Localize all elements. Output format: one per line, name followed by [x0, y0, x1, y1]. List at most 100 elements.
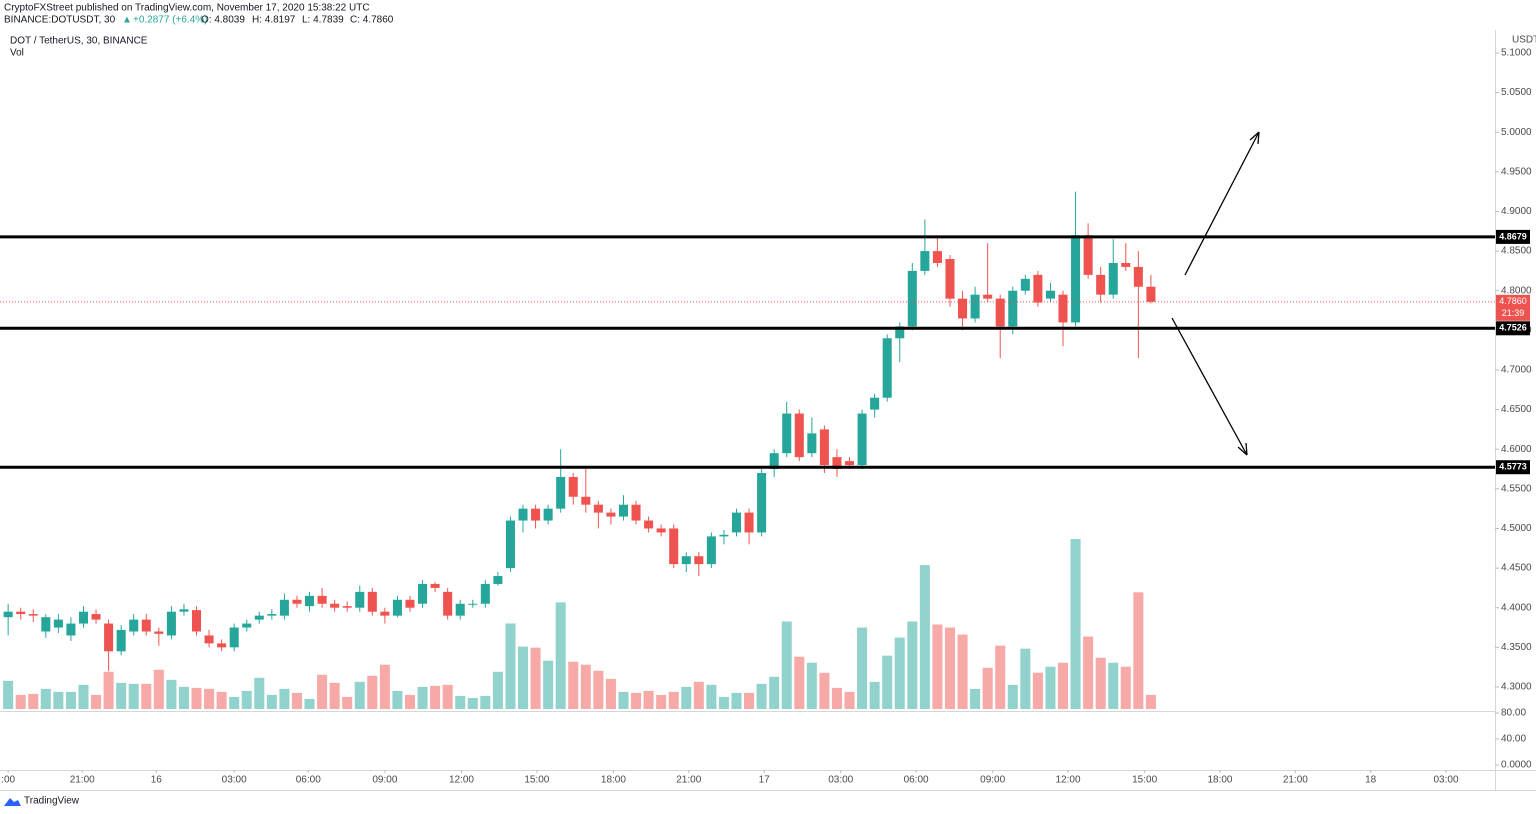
candle-body [1008, 290, 1018, 327]
candle-body [330, 603, 340, 608]
volume-bar [254, 677, 265, 709]
symbol: BINANCE:DOTUSDT, 30 [4, 15, 116, 26]
y-tick-label: 4.5000 [1501, 523, 1532, 534]
volume-bar [831, 687, 842, 709]
candle-body [405, 599, 415, 608]
volume-bar [1032, 672, 1043, 709]
volume-bar [731, 692, 742, 709]
candle-body [568, 476, 578, 497]
candle-body [706, 536, 716, 565]
candle-body [179, 609, 189, 612]
candle-body [845, 461, 855, 466]
tradingview-logo [4, 798, 21, 806]
volume-bar [957, 634, 968, 709]
low: L: 4.7839 [302, 15, 344, 26]
candle-body [1033, 274, 1043, 303]
volume-bar [15, 694, 26, 709]
volume-bar [781, 621, 792, 709]
y2-tick-label: 80.00 [1501, 708, 1526, 719]
level-label: 4.5773 [1499, 462, 1527, 472]
candle-body [392, 599, 402, 616]
volume-bar [593, 670, 604, 709]
x-tick-label: 03:00 [222, 775, 247, 786]
candle-body [932, 251, 942, 263]
volume-bar [1145, 694, 1156, 709]
candle-body [91, 614, 101, 620]
volume-bar [103, 671, 114, 709]
volume-bar [291, 692, 302, 709]
volume-bar [907, 621, 918, 709]
volume-bar [417, 686, 428, 709]
volume-bar [266, 694, 277, 709]
candle-body [1133, 266, 1143, 287]
candle-body [694, 556, 704, 565]
y-tick-label: 4.5500 [1501, 483, 1532, 494]
candle-body [480, 583, 490, 604]
volume-bar [28, 693, 39, 709]
candle-body [518, 508, 528, 521]
candle-body [493, 576, 503, 584]
volume-bar [605, 678, 616, 709]
candle-body [719, 534, 729, 537]
candle-body [367, 591, 377, 612]
volume-bar [631, 692, 642, 709]
volume-bar [492, 671, 503, 709]
y-tick-label: 4.6500 [1501, 404, 1532, 415]
candle-body [1083, 235, 1093, 275]
candle-body [945, 259, 955, 299]
candle-body [744, 512, 754, 533]
candle-body [16, 611, 26, 615]
volume-bar [1120, 666, 1131, 709]
volume-bar [580, 664, 591, 709]
volume-bar [329, 682, 340, 709]
candle-body [895, 326, 905, 339]
last-price-box [1496, 294, 1530, 321]
x-tick-label: 15:00 [1132, 775, 1157, 786]
x-tick-label: 18:00 [601, 775, 626, 786]
candle-body [292, 599, 302, 604]
y-tick-label: 5.0500 [1501, 87, 1532, 98]
candle-body [920, 251, 930, 271]
candle-body [606, 512, 616, 517]
candle-body [141, 619, 151, 632]
change: +0.2877 (+6.4%) [133, 15, 208, 26]
volume-bar [166, 679, 177, 709]
countdown: 21:39 [1502, 308, 1525, 318]
candle-body [78, 611, 89, 624]
volume-bar [1020, 648, 1031, 709]
candle-body [543, 508, 553, 521]
volume-bar [505, 623, 516, 709]
volume-bar [116, 682, 127, 709]
level-label: 4.7526 [1499, 323, 1527, 333]
plot: 4.3000 4.3500 4.4000 4.4500 4.5000 4.5500 4.60… [0, 48, 1532, 786]
candle-body [907, 270, 917, 327]
volume-bar [317, 674, 328, 709]
brand: TradingView [24, 796, 80, 807]
volume-bar [178, 686, 189, 709]
candle-body [882, 338, 892, 398]
volume-bar [455, 695, 466, 709]
candle-body [191, 610, 202, 632]
volume-bar [995, 645, 1006, 709]
volume-bar [1057, 662, 1069, 709]
volume-bar [1095, 657, 1106, 709]
volume-bar [555, 602, 566, 709]
candle-body [217, 643, 227, 648]
level-label: 4.8679 [1499, 231, 1527, 241]
volume-bar [794, 656, 805, 709]
candle-body [807, 433, 817, 454]
volume-bar [1083, 636, 1094, 709]
volume-bar [656, 694, 667, 709]
volume-bar [882, 655, 893, 709]
volume-bar [819, 672, 830, 709]
volume-bar [756, 683, 767, 709]
volume-bar [894, 637, 905, 709]
candle-body [28, 614, 38, 616]
volume-bar [78, 684, 89, 709]
x-tick-label: 21:00 [676, 775, 701, 786]
volume-bar [857, 627, 868, 709]
candle-body [1108, 262, 1118, 295]
candle-body [418, 583, 428, 604]
publisher: CryptoFXStreet published on TradingView.… [4, 3, 370, 14]
